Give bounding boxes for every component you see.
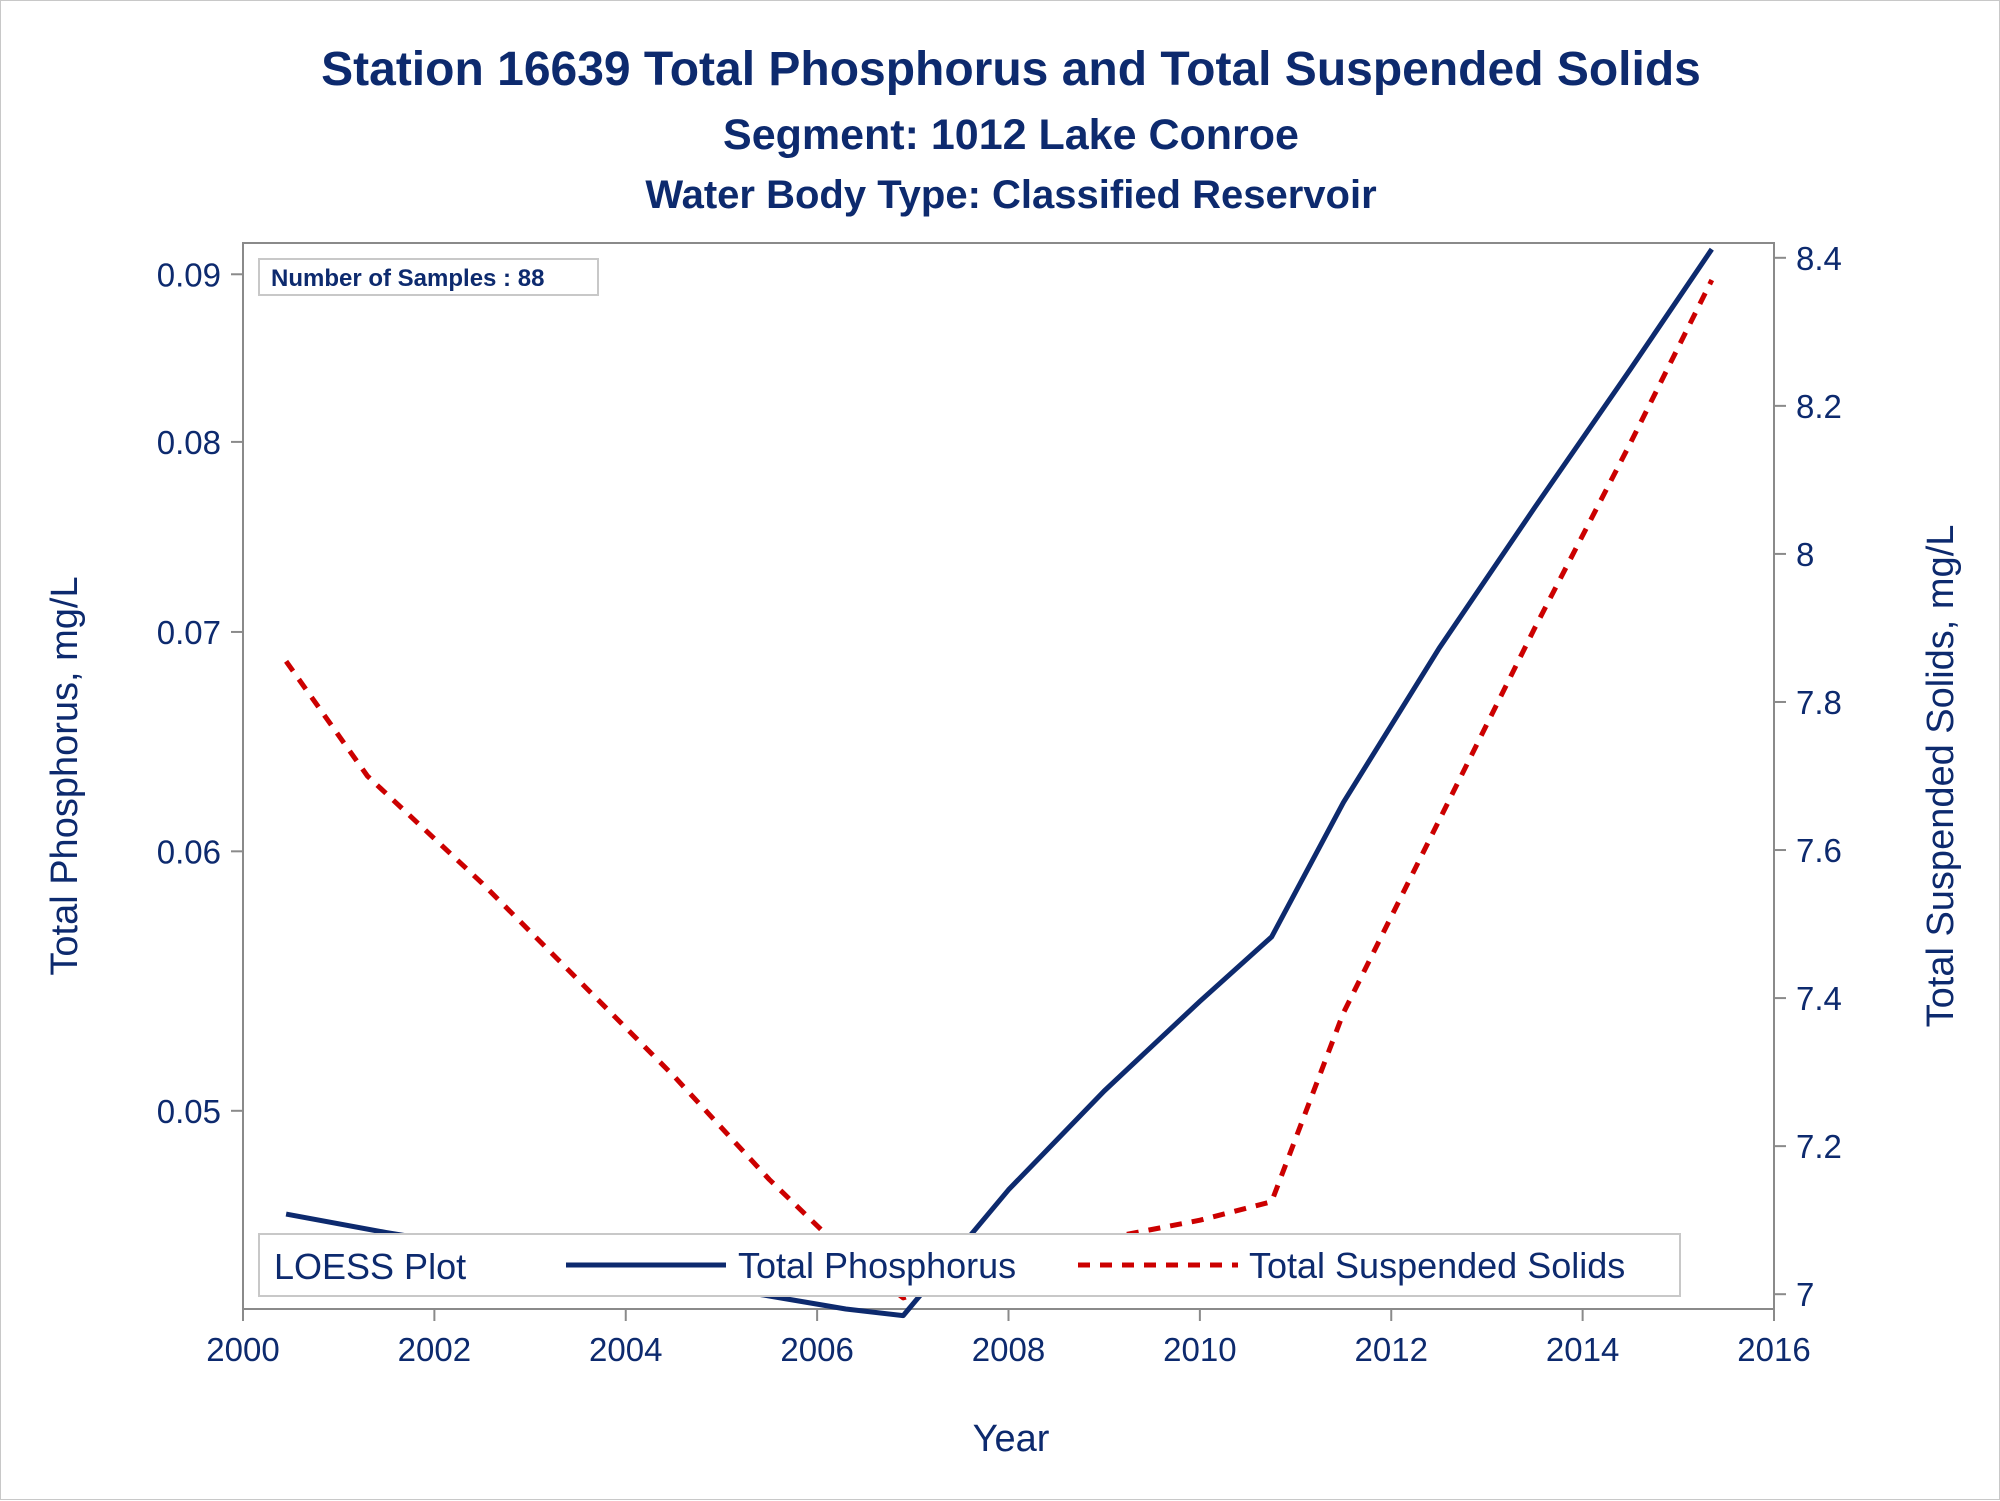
y-left-tick-label: 0.05 [157, 1093, 221, 1130]
y-left-tick-label: 0.09 [157, 256, 221, 293]
sample-count-box [258, 258, 599, 296]
y-axis-right: 7 7.2 7.4 7.6 7.8 8 8.2 8.4 [1774, 240, 1842, 1313]
x-tick-label: 2010 [1163, 1331, 1236, 1368]
legend-label-tss: Total Suspended Solids [1249, 1245, 1625, 1286]
y-right-tick-label: 7.6 [1796, 832, 1842, 869]
y-right-tick-label: 7.2 [1796, 1128, 1842, 1165]
y-axis-left-label: Total Phosphorus, mg/L [44, 576, 86, 975]
sample-count-annotation: Number of Samples : 88 [271, 265, 544, 292]
series-layer [284, 247, 1715, 1319]
x-axis: 2000 2002 2004 2006 2008 2010 2012 2014 2016 [206, 1308, 1811, 1368]
legend-box [258, 1233, 1681, 1297]
legend-label-phosphorus: Total Phosphorus [738, 1245, 1016, 1286]
series-line-tss [284, 278, 1715, 1301]
chart-subtitle-2: Water Body Type: Classified Reservoir [645, 173, 1376, 217]
x-tick-label: 2014 [1546, 1331, 1619, 1368]
y-axis-right-label: Total Suspended Solids, mg/L [1920, 525, 1962, 1028]
x-tick-label: 2006 [780, 1331, 853, 1368]
y-right-tick-label: 7.8 [1796, 684, 1842, 721]
y-left-tick-label: 0.06 [157, 833, 221, 870]
x-tick-label: 2012 [1355, 1331, 1428, 1368]
y-right-tick-label: 8.2 [1796, 388, 1842, 425]
legend: LOESS Plot Total Phosphorus Total Suspen… [258, 1233, 1681, 1297]
x-tick-label: 2004 [589, 1331, 662, 1368]
x-tick-label: 2016 [1737, 1331, 1810, 1368]
chart-title: Station 16639 Total Phosphorus and Total… [321, 43, 1701, 96]
y-right-tick-label: 8.4 [1796, 240, 1842, 277]
x-axis-label: Year [973, 1418, 1050, 1460]
x-tick-label: 2002 [398, 1331, 471, 1368]
y-right-tick-label: 7.4 [1796, 980, 1842, 1017]
series-line-phosphorus [285, 247, 1714, 1319]
y-left-tick-label: 0.07 [157, 614, 221, 651]
x-tick-label: 2000 [206, 1331, 279, 1368]
chart-subtitle: Segment: 1012 Lake Conroe [723, 111, 1299, 159]
y-right-tick-label: 7 [1796, 1276, 1814, 1313]
plot-area [242, 242, 1775, 1310]
y-left-tick-label: 0.08 [157, 424, 221, 461]
x-tick-label: 2008 [972, 1331, 1045, 1368]
legend-title: LOESS Plot [274, 1246, 466, 1287]
y-right-tick-label: 8 [1796, 536, 1814, 573]
y-axis-left: 0.05 0.06 0.07 0.08 0.09 [157, 256, 243, 1130]
